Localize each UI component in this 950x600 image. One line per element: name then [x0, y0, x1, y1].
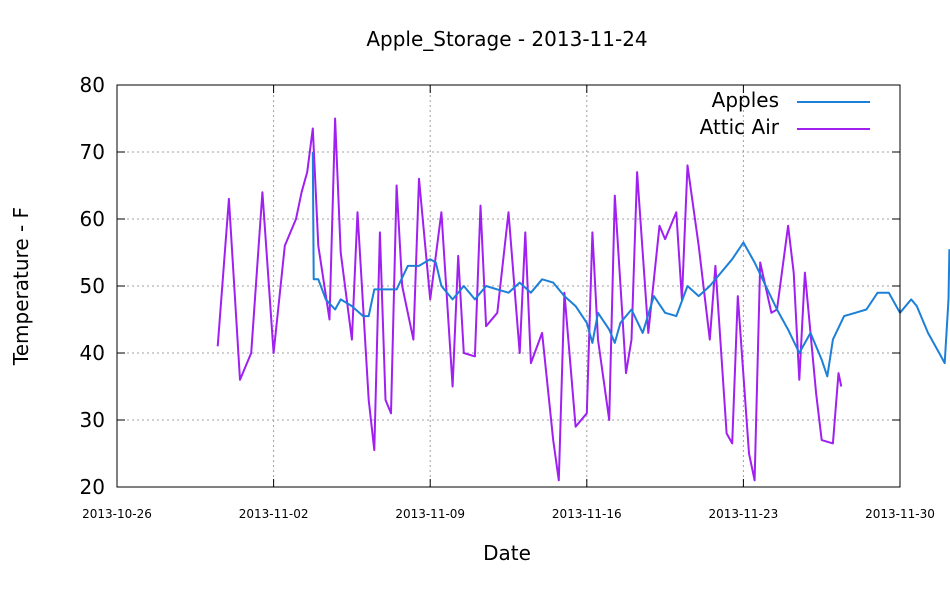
y-tick-label: 60 [80, 207, 105, 231]
x-tick-label: 2013-11-09 [395, 507, 465, 521]
x-tick-label: 2013-10-26 [82, 507, 152, 521]
series-line-apples [311, 151, 950, 378]
y-tick-label: 70 [80, 140, 105, 164]
legend-label-apples: Apples [712, 88, 779, 112]
x-tick-label: 2013-11-16 [552, 507, 622, 521]
legend: Apples Attic Air [700, 88, 870, 139]
series-line-attic-air [216, 117, 843, 482]
series-lines [216, 117, 950, 482]
x-tick-label: 2013-11-23 [709, 507, 779, 521]
x-axis-label: Date [483, 541, 531, 565]
x-tick-label: 2013-11-02 [239, 507, 309, 521]
y-tick-label: 50 [80, 274, 105, 298]
y-tick-label: 30 [80, 408, 105, 432]
y-tick-label: 80 [80, 73, 105, 97]
x-tick-label: 2013-11-30 [865, 507, 935, 521]
y-tick-label: 20 [80, 475, 105, 499]
y-axis-label: Temperature - F [9, 207, 33, 366]
chart-title: Apple_Storage - 2013-11-24 [366, 27, 647, 51]
axis-ticks: 20 30 40 50 60 70 80 2013-10-26 2013-11-02 2013-1… [80, 73, 935, 521]
y-tick-label: 40 [80, 341, 105, 365]
legend-label-attic-air: Attic Air [700, 115, 780, 139]
